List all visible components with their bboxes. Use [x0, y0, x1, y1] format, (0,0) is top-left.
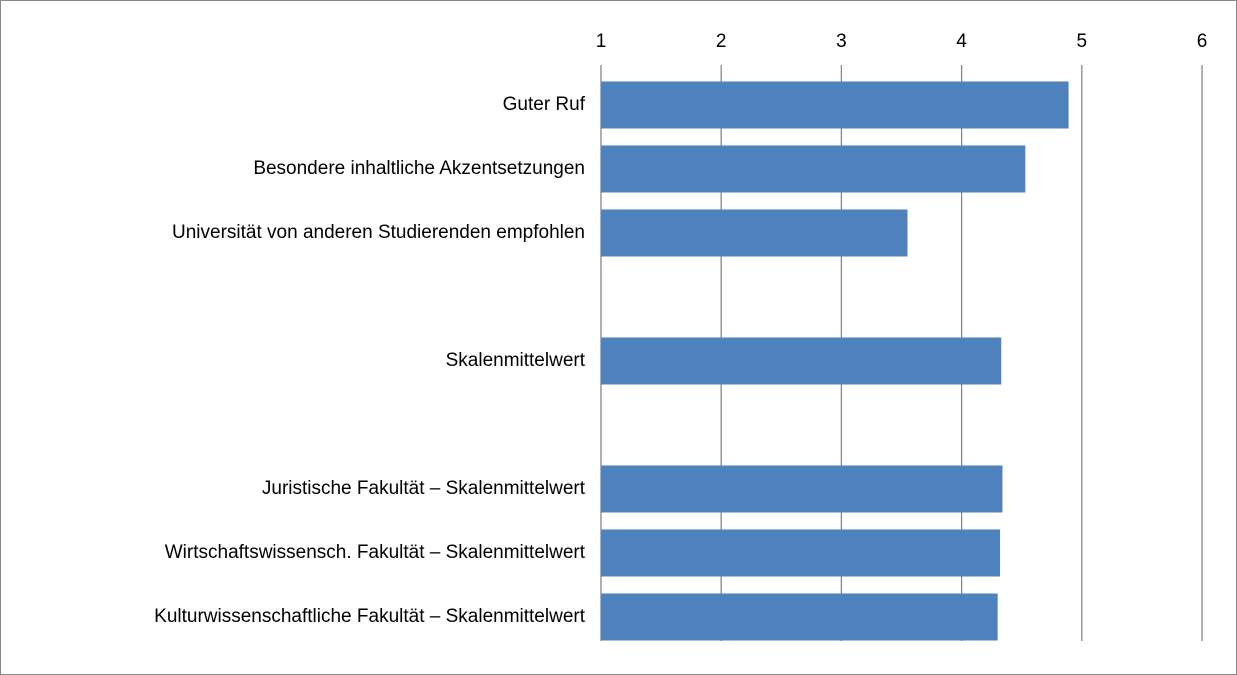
y-tick-label: Guter Ruf — [503, 94, 586, 115]
x-tick-label: 4 — [956, 31, 967, 52]
bar — [601, 81, 1069, 129]
bar — [601, 209, 908, 257]
x-tick-label: 2 — [716, 31, 727, 52]
bar — [601, 529, 1001, 577]
bar — [601, 145, 1026, 193]
y-tick-label: Besondere inhaltliche Akzentsetzungen — [253, 158, 585, 179]
bar — [601, 593, 998, 641]
y-tick-label: Juristische Fakultät – Skalenmittelwert — [262, 478, 586, 499]
y-tick-label: Kulturwissenschaftliche Fakultät – Skale… — [154, 606, 586, 627]
x-tick-label: 5 — [1077, 31, 1088, 52]
y-tick-label: Universität von anderen Studierenden emp… — [172, 222, 585, 243]
x-tick-label: 6 — [1197, 31, 1208, 52]
bar — [601, 337, 1002, 385]
y-tick-label: Wirtschaftswissensch. Fakultät – Skalenm… — [165, 542, 586, 563]
x-tick-label: 1 — [596, 31, 607, 52]
y-tick-label: Skalenmittelwert — [446, 350, 586, 371]
bar — [601, 465, 1003, 513]
x-tick-label: 3 — [836, 31, 847, 52]
